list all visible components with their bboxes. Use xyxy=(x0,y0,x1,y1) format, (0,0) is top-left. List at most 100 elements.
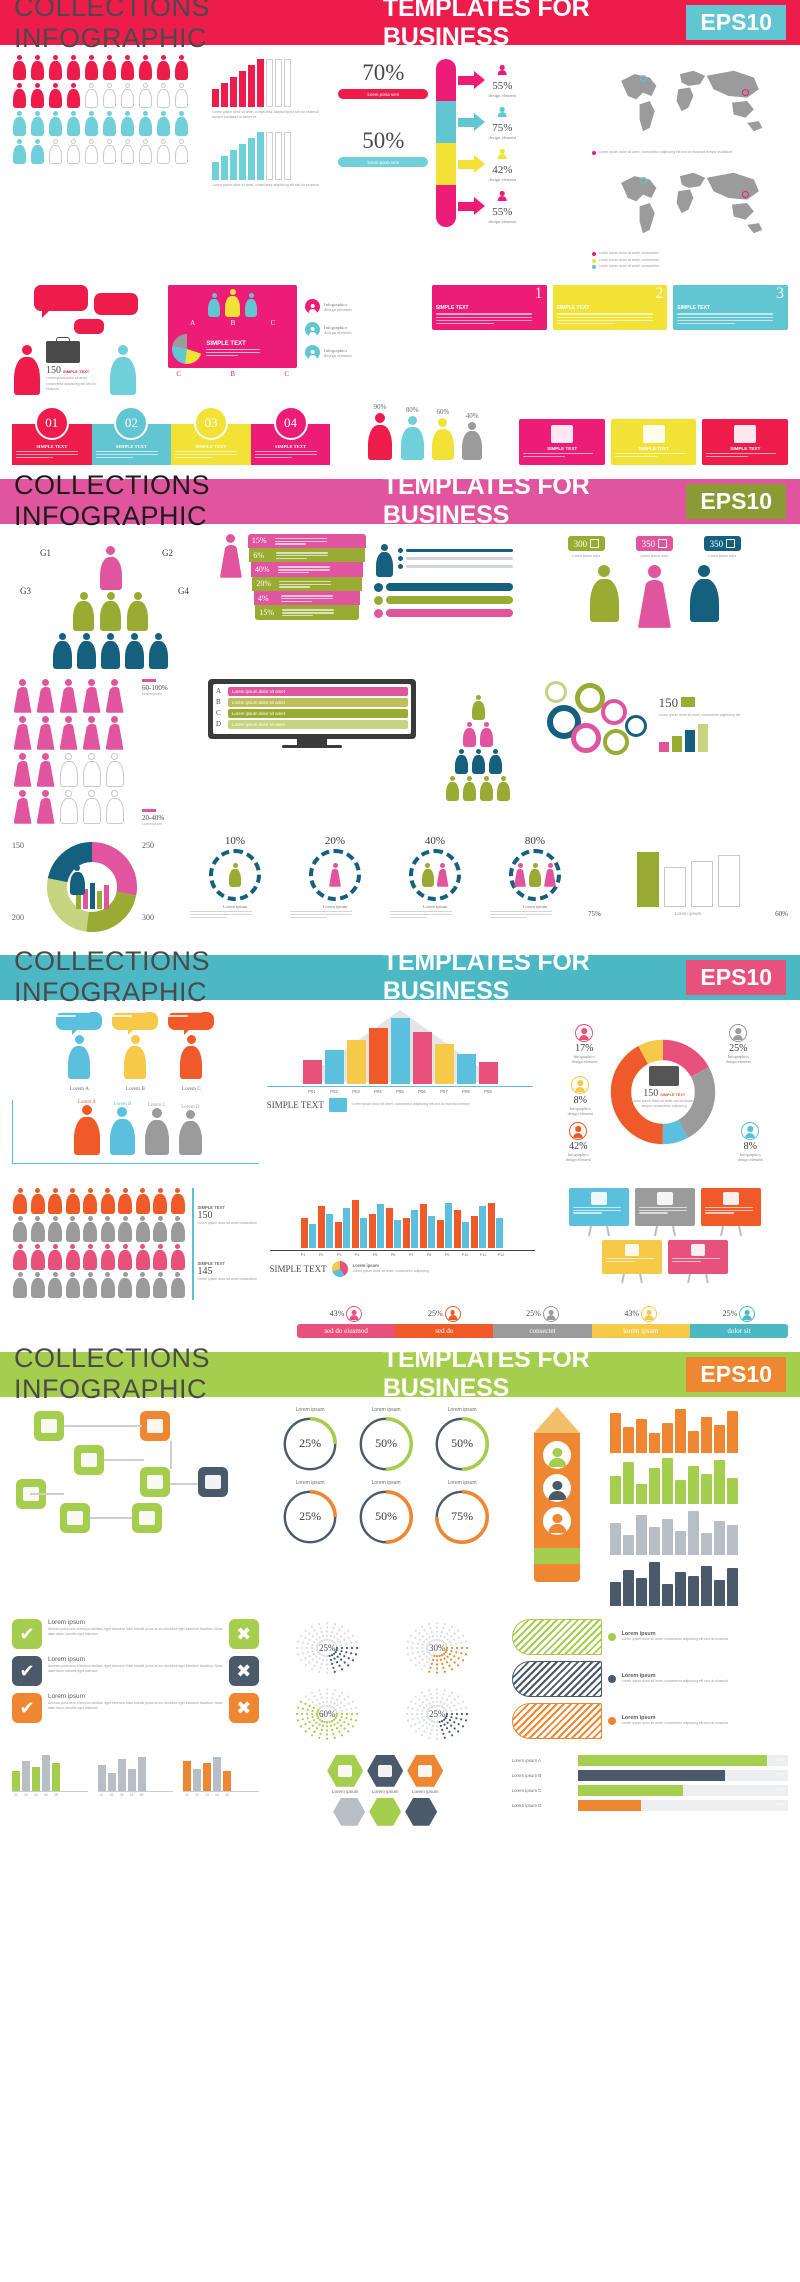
sign-legs xyxy=(602,1273,662,1283)
flow-node[interactable] xyxy=(132,1502,162,1533)
arrow-icon xyxy=(458,197,486,215)
sign-card[interactable] xyxy=(569,1187,630,1236)
icon-step-card[interactable]: SIMPLE TEXT xyxy=(610,418,697,465)
funnel-value: 20% xyxy=(256,579,272,589)
person-icon xyxy=(496,775,511,801)
flow-node[interactable] xyxy=(34,1410,64,1441)
step-card[interactable]: 3 SIMPLE TEXT xyxy=(673,285,788,331)
flow-node[interactable] xyxy=(140,1466,170,1497)
sign-card[interactable] xyxy=(635,1187,696,1236)
bar xyxy=(420,1203,428,1248)
person-icon xyxy=(170,1187,186,1214)
monitor-list-item[interactable]: C Lorem ipsum dolor sit amet xyxy=(216,708,408,718)
chart-title: SIMPLE TEXT xyxy=(269,1263,327,1274)
people-percentage-value: 90% xyxy=(373,402,387,411)
number-circle: 01 xyxy=(34,405,69,440)
step-card[interactable]: 2 SIMPLE TEXT xyxy=(552,285,668,331)
step-card[interactable]: 1 SIMPLE TEXT xyxy=(431,285,547,331)
funnel-segment: 15% xyxy=(255,605,359,620)
icon-step-label: SIMPLE TEXT xyxy=(547,445,578,451)
sign-card[interactable] xyxy=(602,1239,663,1283)
monitor-list-item[interactable]: A Lorem ipsum dolor sit amet xyxy=(216,686,408,696)
icon-list-item[interactable]: Infographics design element xyxy=(305,299,424,315)
flow-connector xyxy=(170,1440,172,1469)
sign-card[interactable] xyxy=(668,1239,729,1283)
flow-node[interactable] xyxy=(140,1410,170,1441)
ribbon-item[interactable]: 25% sed do xyxy=(395,1305,494,1338)
ribbon-item[interactable]: 25% consectet xyxy=(493,1305,592,1338)
check-icon[interactable]: ✔ xyxy=(12,1692,42,1723)
cross-icon[interactable]: ✖ xyxy=(228,1618,259,1649)
ring-gauge xyxy=(435,1489,490,1544)
radial-dot-chart: 25% xyxy=(277,1619,383,1681)
person-icon xyxy=(30,1243,46,1270)
bar xyxy=(687,1575,699,1606)
monitor-bar: Lorem ipsum dolor sit amet xyxy=(228,708,408,718)
bar xyxy=(318,1205,326,1248)
icon-list-item[interactable]: Infographics design element xyxy=(305,322,424,338)
bar xyxy=(248,138,256,181)
flow-node[interactable] xyxy=(60,1502,90,1533)
axis-label: 03 xyxy=(34,1792,38,1797)
piggybank-icon xyxy=(642,424,665,443)
person-icon xyxy=(635,564,673,628)
icon-step-card[interactable]: SIMPLE TEXT xyxy=(702,418,789,465)
ribbon-item[interactable]: 43% sed do eiusmod xyxy=(297,1305,396,1338)
person-icon xyxy=(12,55,28,80)
sign-card[interactable] xyxy=(701,1187,762,1236)
category-label: P06 xyxy=(418,1088,426,1094)
check-icon[interactable]: ✔ xyxy=(12,1618,42,1649)
numbered-item[interactable]: 04 SIMPLE TEXT xyxy=(250,405,331,465)
cross-icon[interactable]: ✖ xyxy=(228,1655,259,1686)
bar xyxy=(212,162,220,181)
bar xyxy=(663,866,686,907)
monitor-list-item[interactable]: B Lorem ipsum dolor sit amet xyxy=(216,697,408,707)
user-icon xyxy=(497,148,508,159)
gear-icon xyxy=(602,728,629,755)
check-icon[interactable]: ✔ xyxy=(12,1655,42,1686)
cross-icon[interactable]: ✖ xyxy=(228,1692,259,1723)
hexagon-item[interactable]: Lorem ipsum xyxy=(367,1754,404,1794)
bar xyxy=(622,1461,634,1504)
ribbon-item[interactable]: 25% dolor sit xyxy=(689,1305,789,1338)
band-title-bold: TEMPLATES FOR BUSINESS xyxy=(382,1345,590,1403)
icon-step-card[interactable]: SIMPLE TEXT xyxy=(519,418,605,465)
people-icon xyxy=(205,1474,221,1489)
sign-card-body xyxy=(635,1187,696,1226)
bar xyxy=(635,1514,647,1555)
person-icon xyxy=(47,1243,63,1270)
bar-outline xyxy=(275,132,283,181)
bar xyxy=(674,1408,686,1453)
monitor-list-item[interactable]: D Lorem ipsum dolor sit amet xyxy=(216,719,408,729)
moneybag-icon xyxy=(734,424,757,443)
badge-icon xyxy=(658,539,668,549)
arrow-row: 42% design element xyxy=(458,143,583,185)
person-icon xyxy=(528,862,542,887)
arrow-percentage: 42% xyxy=(492,164,513,177)
numbered-item[interactable]: 02 SIMPLE TEXT xyxy=(91,405,172,465)
hierarchy: G1 G2 G3 G4 xyxy=(12,534,210,669)
hexagon-item[interactable]: Lorem ipsum xyxy=(407,1754,444,1794)
hexagon-item[interactable]: Lorem ipsum xyxy=(327,1754,364,1794)
bar xyxy=(42,1754,50,1791)
stripe-card-row: Lorem ipsum Lorem ipsum dolor sit amet, c… xyxy=(511,1618,788,1655)
monitor-bar: Lorem ipsum dolor sit amet xyxy=(228,686,408,696)
flow-connector xyxy=(64,1424,142,1427)
step-number: 3 xyxy=(775,285,784,303)
numbered-item[interactable]: 03 SIMPLE TEXT xyxy=(171,405,251,465)
icon-badge xyxy=(305,345,321,361)
world-map-icon xyxy=(620,70,762,132)
icon-list-item[interactable]: Infographics design element xyxy=(305,345,424,361)
numbered-item[interactable]: 01 SIMPLE TEXT xyxy=(12,405,92,465)
ring-gauge xyxy=(359,1416,414,1471)
sync-devices-icon xyxy=(81,1452,97,1467)
list-bar-row xyxy=(398,556,513,562)
flow-node[interactable] xyxy=(74,1444,104,1475)
bar-outline xyxy=(284,132,292,181)
pill-bar xyxy=(386,583,513,592)
ribbon-item[interactable]: 43% lorem ipsum xyxy=(591,1305,690,1338)
axis-label: 04 xyxy=(44,1792,48,1797)
user-icon xyxy=(307,326,318,337)
flow-node[interactable] xyxy=(198,1466,228,1497)
person-icon xyxy=(65,1271,81,1298)
